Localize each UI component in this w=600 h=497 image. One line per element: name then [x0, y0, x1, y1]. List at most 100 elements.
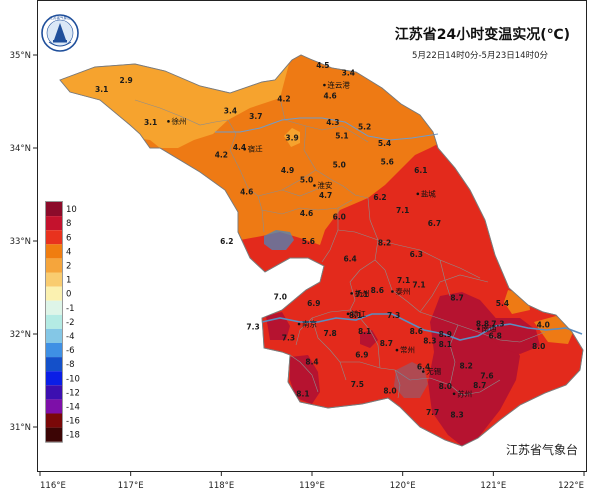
taihu-lake — [394, 362, 428, 398]
station-value: 5.2 — [358, 122, 371, 131]
legend-swatch — [46, 230, 62, 245]
lat-tick-label: 34°N — [10, 144, 31, 154]
city-label: 无锡 — [426, 367, 441, 376]
station-value: 6.2 — [220, 237, 233, 246]
city-label: 泰州 — [395, 286, 410, 296]
legend-label: 2 — [66, 261, 71, 271]
legend-label: -8 — [66, 360, 74, 370]
legend-label: 6 — [66, 233, 71, 243]
city-marker — [313, 184, 316, 187]
city-marker — [421, 370, 425, 373]
station-value: 7.1 — [396, 206, 409, 215]
lon-tick-label: 121°E — [480, 481, 506, 491]
station-value: 8.3 — [423, 336, 436, 345]
legend-label: -16 — [66, 417, 80, 427]
station-value: 8.2 — [378, 239, 391, 248]
station-value: 4.6 — [300, 209, 313, 218]
city-label: 镇江 — [351, 308, 366, 318]
station-value: 3.4 — [342, 68, 355, 77]
city-marker — [297, 322, 301, 326]
station-value: 7.7 — [426, 408, 439, 417]
city-label: 南通 — [482, 323, 497, 333]
station-value: 4.6 — [323, 92, 336, 101]
city-marker — [395, 348, 399, 352]
station-value: 8.4 — [305, 358, 318, 367]
station-value: 8.0 — [383, 387, 396, 396]
legend-swatch — [46, 413, 62, 428]
station-value: 3.1 — [144, 118, 157, 127]
station-value: 2.9 — [119, 76, 132, 85]
legend-label: 8 — [66, 219, 71, 229]
zone-8-10-southwest — [290, 355, 320, 404]
station-value: 6.2 — [373, 193, 386, 202]
station-value: 8.2 — [460, 361, 473, 370]
zone-2-4-spot — [284, 128, 300, 147]
lat-tick-label: 35°N — [10, 51, 31, 61]
city-label: 苏州 — [457, 388, 472, 398]
station-value: 7.6 — [480, 372, 493, 381]
legend-swatch — [46, 357, 62, 372]
station-value: 5.4 — [496, 299, 509, 308]
station-value: 6.8 — [489, 332, 502, 341]
city-marker — [477, 327, 480, 331]
city-label: 扬州 — [355, 288, 370, 298]
station-value: 7.3 — [282, 334, 295, 343]
station-value: 7.1 — [412, 281, 425, 290]
legend-swatch — [46, 314, 62, 329]
city-marker — [350, 292, 353, 295]
station-value: 8.8 — [476, 320, 489, 329]
station-value: 4.9 — [281, 166, 294, 175]
city-marker — [323, 83, 326, 87]
station-value: 6.7 — [428, 219, 441, 228]
city-marker — [167, 120, 170, 123]
legend-swatch — [46, 216, 62, 231]
station-value: 8.7 — [450, 294, 463, 303]
legend-swatch — [46, 399, 62, 414]
lon-tick-label: 117°E — [118, 481, 144, 491]
map-title: 江苏省24小时变温实况(℃) — [395, 26, 570, 43]
station-value: 4.5 — [316, 61, 329, 70]
lon-tick-label: 116°E — [40, 481, 66, 491]
station-value: 7.3 — [246, 322, 259, 331]
station-value: 6.1 — [414, 166, 427, 175]
station-value: 4.0 — [537, 320, 550, 329]
station-value: 5.0 — [300, 175, 313, 184]
city-label: 南京 — [302, 319, 317, 329]
longitude-axis: 116°E 117°E 118°E 119°E 120°E 121°E 122°E — [39, 471, 585, 491]
station-value: 8.3 — [450, 411, 463, 420]
city-marker — [416, 192, 420, 196]
lon-tick-label: 119°E — [299, 481, 325, 491]
legend-swatch — [46, 202, 62, 217]
station-value: 8.1 — [358, 327, 371, 336]
lat-tick-label: 33°N — [10, 237, 31, 247]
station-value: 3.7 — [249, 112, 262, 121]
legend-label: -1 — [66, 304, 74, 314]
station-value: 7.3 — [387, 311, 400, 320]
lon-tick-label: 122°E — [558, 481, 584, 491]
station-value: 8.0 — [532, 342, 545, 351]
station-value: 4.4 — [233, 143, 246, 152]
legend-swatch — [46, 286, 62, 301]
lat-tick-label: 32°N — [10, 330, 31, 340]
station-value: 8.7 — [473, 381, 486, 390]
issuer-label: 江苏省气象台 — [506, 442, 578, 457]
station-value: 5.0 — [333, 161, 346, 170]
legend-label: 10 — [66, 205, 77, 215]
station-value: 5.4 — [378, 139, 391, 148]
station-value: 5.6 — [381, 158, 394, 167]
lon-tick-label: 120°E — [390, 481, 416, 491]
city-label: 盐城 — [421, 188, 436, 198]
meteorology-logo: 江苏省气象台 — [41, 14, 79, 52]
station-value: 8.0 — [439, 382, 452, 391]
city-label: 淮安 — [317, 180, 332, 190]
legend-swatch — [46, 371, 62, 386]
station-value: 8.6 — [371, 286, 384, 295]
legend-swatch — [46, 385, 62, 400]
legend-frame — [45, 201, 63, 443]
station-value: 5.1 — [335, 132, 348, 141]
legend-swatch — [46, 300, 62, 315]
station-value: 8.1 — [439, 340, 452, 349]
canal — [215, 117, 439, 141]
station-value: 4.3 — [326, 118, 339, 127]
hongze-lake — [264, 230, 294, 250]
